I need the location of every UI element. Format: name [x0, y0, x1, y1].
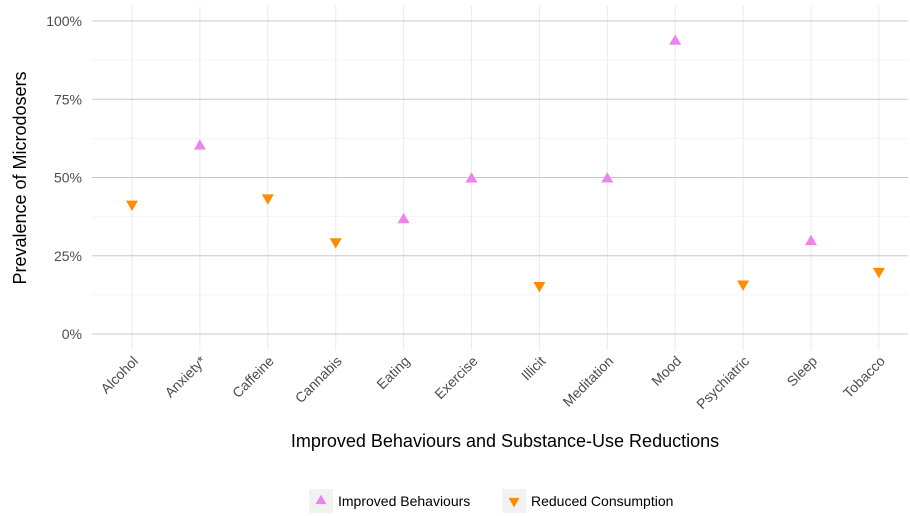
x-tick-label-cannabis: Cannabis: [292, 353, 345, 406]
point-reduced-consumption-cannabis: [329, 238, 342, 249]
y-tick-label: 0%: [62, 326, 82, 342]
x-tick-label-sleep: Sleep: [783, 353, 820, 390]
y-tick-label: 25%: [54, 248, 82, 264]
point-reduced-consumption-illicit: [533, 282, 546, 293]
x-tick-label-caffeine: Caffeine: [229, 353, 277, 401]
point-improved-behaviours-anxiety: [193, 139, 206, 150]
x-tick-label-psychiatric: Psychiatric: [693, 353, 752, 412]
x-tick-label-meditation: Meditation: [559, 353, 616, 410]
point-improved-behaviours-exercise: [465, 172, 478, 183]
x-axis-title: Improved Behaviours and Substance-Use Re…: [291, 431, 719, 451]
point-reduced-consumption-psychiatric: [737, 280, 750, 291]
y-tick-label: 75%: [54, 91, 82, 107]
y-axis-title: Prevalence of Microdosers: [10, 71, 30, 284]
major-gridlines: [92, 20, 908, 335]
x-tick-label-eating: Eating: [373, 353, 412, 392]
x-tick-label-illicit: Illicit: [518, 353, 549, 384]
legend-label-improved-behaviours: Improved Behaviours: [338, 493, 470, 509]
point-improved-behaviours-eating: [397, 212, 410, 224]
point-reduced-consumption-caffeine: [261, 194, 274, 205]
x-tick-label-alcohol: Alcohol: [97, 353, 141, 397]
data-points: [126, 34, 885, 293]
legend-marker-improved-behaviours: [315, 494, 327, 505]
x-tick-label-tobacco: Tobacco: [840, 353, 888, 401]
legend-item-reduced-consumption: Reduced Consumption: [502, 489, 673, 513]
point-reduced-consumption-tobacco: [872, 267, 885, 279]
point-improved-behaviours-sleep: [805, 234, 817, 246]
y-axis-ticks: 0% 25% 50% 75% 100%: [46, 13, 82, 342]
x-tick-label-mood: Mood: [648, 353, 684, 389]
x-tick-label-exercise: Exercise: [431, 353, 480, 402]
y-tick-label: 100%: [46, 13, 82, 29]
x-tick-label-anxiety: Anxiety*: [161, 352, 209, 400]
legend-marker-reduced-consumption: [508, 497, 520, 508]
point-reduced-consumption-alcohol: [126, 200, 138, 212]
legend-item-improved-behaviours: Improved Behaviours: [309, 489, 470, 513]
y-tick-label: 50%: [54, 170, 82, 186]
legend: Improved Behaviours Reduced Consumption: [309, 489, 673, 513]
point-improved-behaviours-meditation: [601, 172, 614, 183]
point-improved-behaviours-mood: [669, 34, 682, 45]
x-axis-ticks: Alcohol Anxiety* Caffeine Cannabis Eating Exe…: [97, 352, 888, 412]
legend-label-reduced-consumption: Reduced Consumption: [531, 493, 673, 509]
